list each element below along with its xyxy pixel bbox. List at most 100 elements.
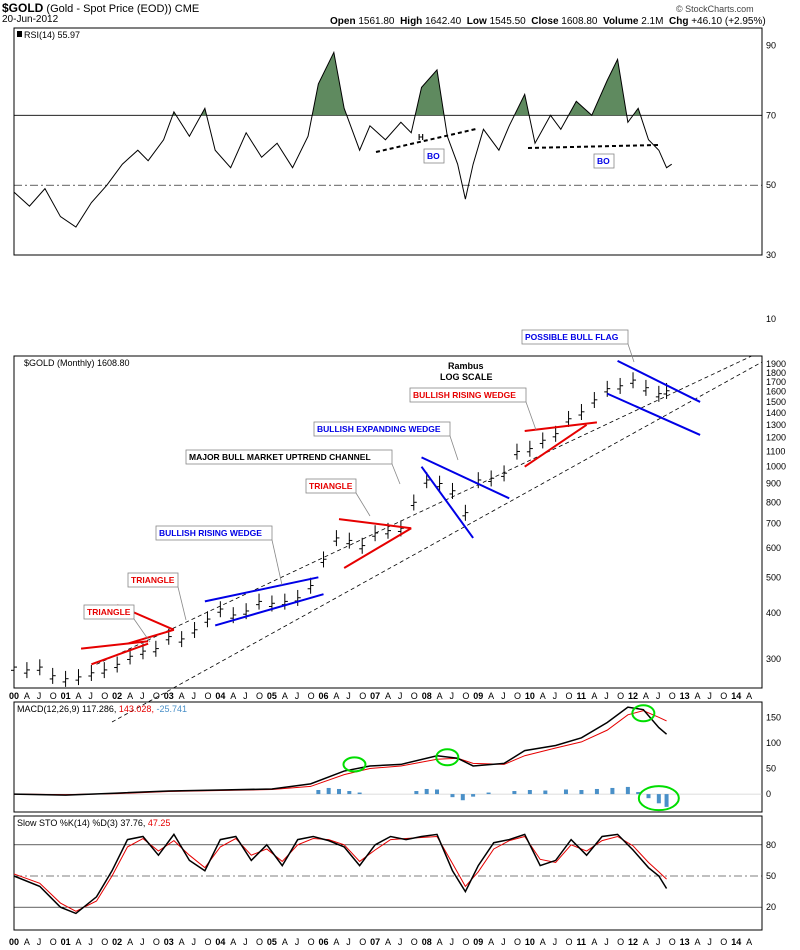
pattern-line (127, 628, 175, 645)
macd-hist-bar (527, 790, 532, 795)
macd-line (13, 706, 668, 796)
macd-panel: 150 100 50 0 MACD(12,26,9) 117.286, 143.028,… (13, 701, 781, 813)
price-x-tick-label: J (398, 691, 403, 701)
chg-value: +46.10 (+2.95%) (691, 16, 766, 27)
price-x-tick-label: 03 (164, 691, 174, 701)
price-x-tick-label: J (449, 691, 454, 701)
macd-hist-bar (646, 794, 651, 799)
label-rsi-bo-1-box (423, 148, 445, 164)
price-x-tick-label: J (37, 691, 42, 701)
price-x-tick-label: A (695, 691, 701, 701)
sto-x-tick-label: J (656, 937, 661, 947)
sto-x-tick-label: A (488, 937, 494, 947)
pattern-line (80, 640, 149, 650)
price-x-tick-label: O (308, 691, 315, 701)
rsi-tick-label: 50 (766, 180, 776, 190)
price-tick-label: 1800 (766, 368, 786, 378)
price-x-tick-label: O (462, 691, 469, 701)
label-triangle-2001-box (83, 604, 135, 620)
label-bullish-rising-wedge-2004: BULLISH RISING WEDGE (159, 528, 262, 538)
price-x-tick-label: O (669, 691, 676, 701)
pattern-annotations: POSSIBLE BULL FLAG BULLISH RISING WEDGE BU… (80, 128, 701, 812)
sto-x-tick-label: J (707, 937, 712, 947)
sto-x-tick-label: O (50, 937, 57, 947)
price-x-tick-label: 14 (731, 691, 741, 701)
sto-x-tick-label: J (449, 937, 454, 947)
sto-x-tick-label: O (617, 937, 624, 947)
sto-x-tick-label: 12 (628, 937, 638, 947)
sto-x-tick-label: 04 (215, 937, 225, 947)
volume-value: 2.1M (641, 16, 664, 27)
callout-leader (627, 343, 635, 363)
sto-x-tick-label: J (37, 937, 42, 947)
label-triangle-2002-box (127, 572, 179, 588)
price-x-tick-label: 12 (628, 691, 638, 701)
sto-x-tick-label: J (398, 937, 403, 947)
price-tick-label: 900 (766, 478, 781, 488)
callout-leader (391, 463, 401, 485)
macd-hist-bar (347, 791, 352, 795)
price-x-tick-label: 08 (422, 691, 432, 701)
sto-x-tick-label: A (230, 937, 236, 947)
sto-x-tick-label: J (88, 937, 93, 947)
label-bullish-expanding-wedge: BULLISH EXPANDING WEDGE (317, 424, 441, 434)
price-x-tick-label: O (50, 691, 57, 701)
macd-tick-label: 50 (766, 764, 776, 774)
sto-x-tick-label: J (604, 937, 609, 947)
sto-x-tick-label: J (501, 937, 506, 947)
price-x-tick-label: J (707, 691, 712, 701)
exchange: CME (174, 3, 200, 15)
label-triangle-2006-box (305, 478, 357, 494)
price-tick-label: 1600 (766, 387, 786, 397)
pattern-line (204, 576, 319, 603)
price-x-tick-label: A (333, 691, 339, 701)
price-x-tick-label: 04 (215, 691, 225, 701)
price-x-tick-label: 02 (112, 691, 122, 701)
sto-panel: 00 A J O 01 A J O 02 A J O 03 A J O 04 A J O 05 A J O 06 A J O 07 A J O… (9, 815, 776, 947)
price-title: $GOLD (Monthly) 1608.80 (24, 358, 130, 368)
price-tick-label: 1300 (766, 420, 786, 430)
price-x-tick-label: J (192, 691, 197, 701)
label-triangle-2006: TRIANGLE (309, 481, 353, 491)
macd-hist-bar (357, 792, 362, 795)
price-panel: 3004005006007008009001000110012001300140… (9, 355, 786, 723)
label-bullish-rising-wedge-2004-box (155, 525, 273, 541)
sto-d-line (13, 835, 667, 912)
rsi-neckline-2 (527, 144, 659, 149)
price-x-tick-label: A (591, 691, 597, 701)
sto-x-tick-label: A (695, 937, 701, 947)
pattern-line (524, 423, 588, 468)
price-tick-label: 400 (766, 608, 781, 618)
label-triangle-2002: TRIANGLE (131, 575, 175, 585)
sto-x-tick-label: J (553, 937, 558, 947)
sto-frame (13, 815, 763, 931)
macd-hist-bar (579, 790, 584, 795)
sto-x-tick-label: O (566, 937, 573, 947)
sto-x-tick-label: 13 (680, 937, 690, 947)
label-triangle-2001: TRIANGLE (87, 607, 131, 617)
price-x-tick-label: A (746, 691, 752, 701)
price-tick-label: 1400 (766, 408, 786, 418)
macd-hist-bar (435, 789, 440, 795)
label-bullish-rising-wedge-2010-box (409, 387, 527, 403)
macd-hist-bar (316, 790, 321, 795)
pattern-line (606, 392, 701, 436)
sto-x-tick-label: J (243, 937, 248, 947)
price-x-tick-label: A (643, 691, 649, 701)
price-x-tick-label: 05 (267, 691, 277, 701)
sto-x-tick-label: O (411, 937, 418, 947)
price-x-tick-label: J (295, 691, 300, 701)
macd-highlight-circle (637, 785, 680, 812)
sto-x-tick-label: O (514, 937, 521, 947)
symbol-description: (Gold - Spot Price (EOD)) (46, 3, 172, 15)
sto-x-tick-label: A (179, 937, 185, 947)
sto-x-tick-label: O (204, 937, 211, 947)
macd-hist-bar (326, 787, 331, 795)
sto-x-tick-label: A (75, 937, 81, 947)
sto-x-tick-label: O (462, 937, 469, 947)
sto-x-tick-label: A (282, 937, 288, 947)
label-major-channel: MAJOR BULL MARKET UPTREND CHANNEL (189, 452, 371, 462)
rsi-overbought-fill (172, 52, 641, 116)
channel-lower-line (111, 361, 763, 723)
label-bullish-rising-wedge-2010: BULLISH RISING WEDGE (413, 390, 516, 400)
